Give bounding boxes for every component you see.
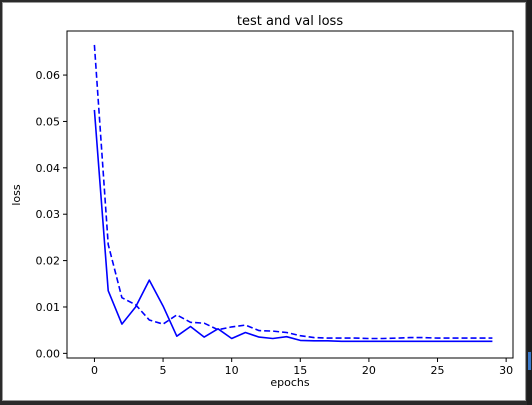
line-chart: test and val loss epochs loss 0 5 10 15 20 25… <box>10 14 514 389</box>
y-tick-label: 0.02 <box>36 255 61 268</box>
x-tick-label: 25 <box>431 364 445 377</box>
x-tick-label: 30 <box>499 364 513 377</box>
chart-title: test and val loss <box>237 14 343 29</box>
dashed-loss-line <box>93 44 493 340</box>
axis-ticks: 0 5 10 15 20 25 30 0.00 0.01 0.02 0.03 0.04 0.05 0.06 <box>36 69 514 377</box>
plot-area <box>66 30 514 359</box>
y-axis-label: loss <box>10 184 23 206</box>
y-tick-label: 0.01 <box>36 301 61 314</box>
y-tick-label: 0.04 <box>36 162 61 175</box>
x-tick-label: 20 <box>362 364 376 377</box>
x-axis-label: epochs <box>270 376 309 389</box>
y-tick-label: 0.03 <box>36 208 61 221</box>
chart-figure: test and val loss epochs loss 0 5 10 15 20 25… <box>2 2 526 401</box>
window-edge <box>527 0 532 405</box>
window-edge-accent <box>528 352 531 370</box>
y-tick-label: 0.00 <box>36 347 61 360</box>
y-tick-label: 0.06 <box>36 69 61 82</box>
x-tick-label: 10 <box>225 364 239 377</box>
series-lines <box>93 44 493 343</box>
x-tick-label: 15 <box>293 364 307 377</box>
y-tick-label: 0.05 <box>36 115 61 128</box>
x-tick-label: 5 <box>160 364 167 377</box>
x-tick-label: 0 <box>91 364 98 377</box>
solid-loss-line <box>93 109 493 343</box>
